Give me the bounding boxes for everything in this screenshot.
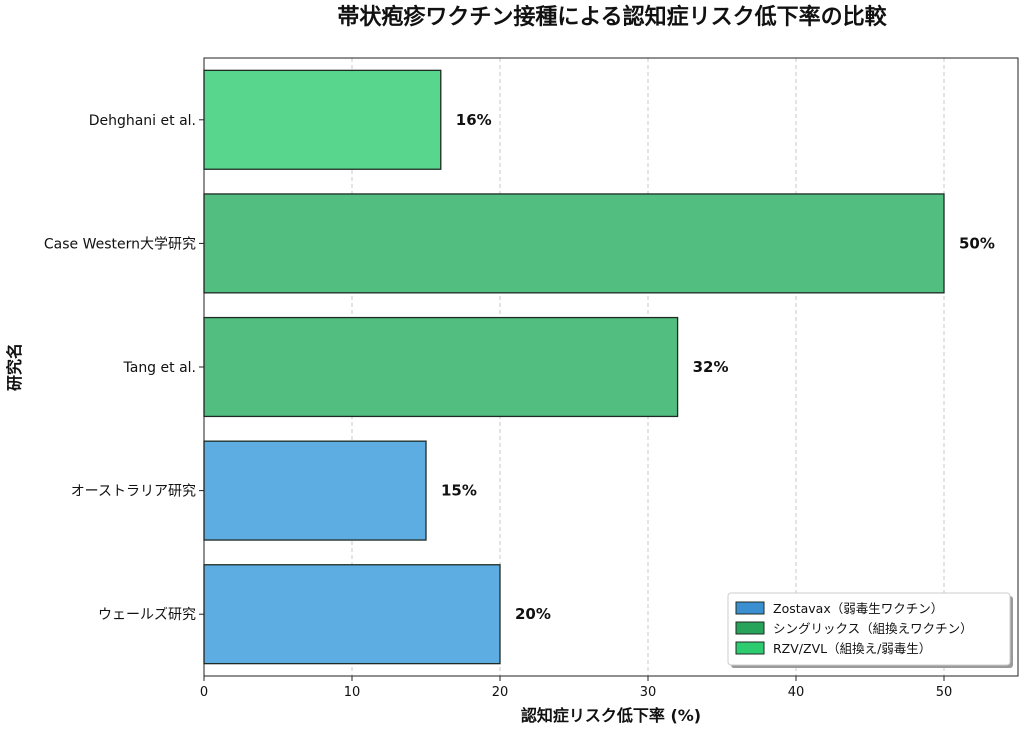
data-label: 16% [456,111,492,129]
y-category-label: オーストラリア研究 [71,484,196,500]
y-category-label: ウェールズ研究 [98,607,196,623]
legend-box [727,592,1011,666]
legend-swatch [735,641,765,655]
legend-label: シングリックス（組換えワクチン） [773,621,973,636]
legend-swatch [735,601,765,615]
legend: Zostavax（弱毒生ワクチン） シングリックス（組換えワクチン） RZV/ZVL… [727,592,1013,668]
chart-title: 帯状疱疹ワクチン接種による認知症リスク低下率の比較 [337,4,887,30]
legend-swatch [735,621,765,635]
x-tick-label: 20 [492,685,509,700]
y-category-label: Tang et al. [123,360,197,376]
x-tick-label: 50 [936,685,953,700]
bar [203,316,679,418]
legend-label: Zostavax（弱毒生ワクチン） [773,601,943,616]
x-tick-label: 40 [788,685,805,700]
data-label: 20% [515,605,551,623]
bar [203,564,501,665]
legend-label: RZV/ZVL（組換え/弱毒生） [773,641,931,656]
data-label: 15% [441,482,477,500]
data-label: 32% [693,358,729,376]
y-category-label: Case Western大学研究 [44,236,196,252]
x-axis-title: 認知症リスク低下率 (%) [521,706,701,725]
y-axis-title: 研究名 [5,343,24,391]
x-tick-label: 30 [640,685,657,700]
x-tick-label: 10 [344,685,361,700]
bar [203,193,945,294]
bars [203,69,945,665]
y-category-label: Dehghani et al. [89,113,196,129]
bar [203,69,442,170]
bar [203,440,427,541]
data-labels: 20% 15% 32% 50% 16% [441,111,995,623]
x-axis-ticks: 0 10 20 30 40 50 [200,676,952,700]
x-tick-label: 0 [200,685,208,700]
y-axis-categories: ウェールズ研究 オーストラリア研究 Tang et al. Case Western大… [44,113,204,623]
data-label: 50% [959,234,995,252]
